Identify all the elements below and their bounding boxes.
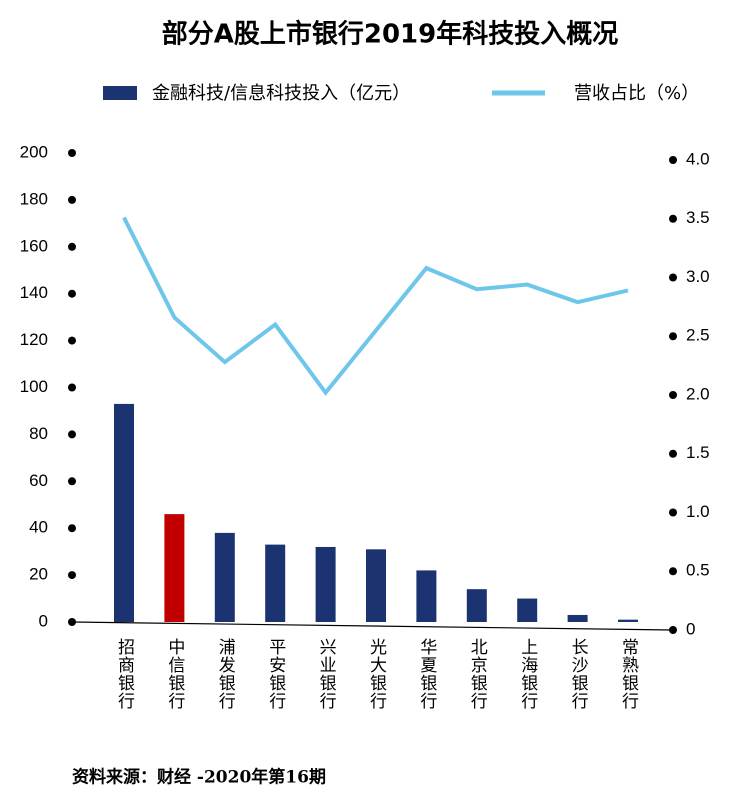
y-tick-dot (68, 524, 76, 533)
y2-tick-dot (669, 449, 677, 458)
x-tick-label: 招商银行 (114, 638, 135, 710)
y-tick-dot (68, 383, 76, 392)
legend-label: 营收占比（%） (574, 83, 699, 104)
y-tick-dot (68, 289, 76, 298)
y-tick-label: 20 (29, 565, 48, 584)
y2-tick-label: 2.5 (686, 326, 710, 345)
y-tick-dot (68, 149, 76, 157)
line (122, 216, 629, 396)
bar (366, 549, 386, 622)
x-tick-label: 兴业银行 (316, 638, 337, 710)
y-tick-label: 140 (20, 283, 48, 302)
y2-tick-label: 3.0 (686, 267, 710, 286)
legend-label: 金融科技/信息科技投入（亿元） (152, 83, 410, 104)
x-tick-label: 浦发银行 (215, 638, 236, 710)
y2-tick-dot (669, 391, 677, 399)
bar (214, 532, 235, 622)
y2-tick-dot (669, 214, 677, 223)
y-tick-label: 40 (29, 518, 48, 537)
x-tick-label: 长沙银行 (568, 638, 589, 710)
y2-tick-label: 2.0 (686, 384, 710, 403)
bar (567, 614, 588, 622)
y-tick-dot (68, 477, 76, 486)
y2-tick-dot (669, 508, 677, 517)
y2-tick-label: 0.5 (686, 561, 710, 580)
y-tick-dot (68, 571, 76, 580)
bar (114, 403, 134, 622)
x-tick-label: 平安银行 (265, 638, 286, 710)
y-tick-dot (68, 336, 76, 345)
source-note: 资料来源：财经 -2020年第16期 (72, 767, 326, 788)
bar (517, 598, 538, 622)
y-tick-label: 200 (20, 142, 48, 161)
legend-swatch-bar (103, 86, 137, 100)
chart-title: 部分A股上市银行2019年科技投入概况 (162, 19, 619, 50)
y2-tick-label: 1.0 (686, 502, 710, 521)
y-tick-dot (68, 618, 76, 626)
x-tick-label: 上海银行 (517, 638, 538, 710)
x-tick-label: 华夏银行 (416, 638, 437, 710)
bar (315, 546, 336, 622)
y-tick-label: 100 (20, 377, 48, 396)
y2-tick-label: 1.5 (686, 443, 710, 462)
x-tick-label: 北京银行 (467, 638, 488, 710)
y-tick-label: 180 (20, 189, 48, 208)
y-tick-dot (68, 430, 76, 439)
y2-tick-dot (669, 626, 677, 634)
y-tick-label: 160 (20, 236, 48, 255)
y-tick-label: 120 (20, 330, 48, 349)
y2-tick-label: 0 (686, 619, 695, 638)
bar (466, 589, 487, 622)
y2-tick-dot (669, 156, 677, 164)
x-tick-label: 中信银行 (164, 638, 185, 710)
x-tick-label: 常熟银行 (618, 638, 639, 710)
y2-tick-dot (669, 567, 677, 576)
y-tick-label: 60 (29, 471, 48, 490)
bar (416, 570, 437, 622)
y2-tick-label: 3.5 (686, 208, 710, 227)
y-tick-label: 80 (29, 424, 48, 443)
y2-tick-dot (669, 273, 677, 282)
y-tick-dot (68, 242, 76, 251)
x-tick-label: 光大银行 (366, 638, 387, 710)
x-axis (71, 621, 673, 631)
y-tick-dot (68, 195, 76, 204)
bar (265, 544, 286, 622)
bar (164, 514, 185, 622)
bar (618, 619, 638, 622)
y-tick-label: 0 (39, 611, 48, 630)
y2-tick-dot (669, 332, 677, 341)
y2-tick-label: 4.0 (686, 149, 710, 168)
